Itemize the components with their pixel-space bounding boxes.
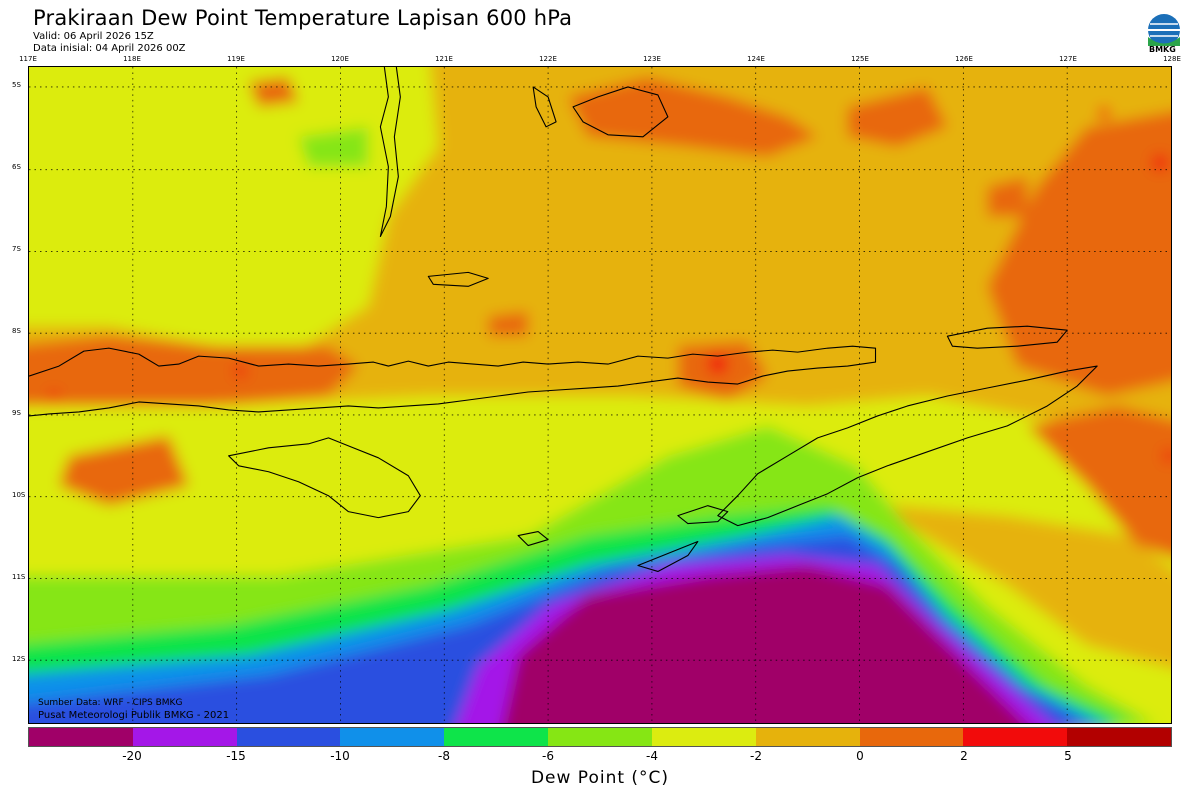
latitude-label: 9S	[12, 409, 21, 417]
latitude-label: 11S	[12, 573, 26, 581]
latitude-label: 6S	[12, 163, 21, 171]
colorbar-tick-label: -6	[542, 749, 554, 763]
colorbar	[28, 727, 1172, 747]
longitude-label: 118E	[123, 55, 141, 63]
longitude-label: 126E	[955, 55, 973, 63]
colorbar-segment	[548, 728, 652, 746]
bmkg-logo-icon	[1148, 14, 1180, 46]
colorbar-segment	[444, 728, 549, 746]
colorbar-segment	[755, 728, 860, 746]
colorbar-tick-label: -4	[646, 749, 658, 763]
colorbar-tick-label: -2	[750, 749, 762, 763]
colorbar-tick-label: 2	[960, 749, 968, 763]
colorbar-segment	[651, 728, 756, 746]
colorbar-tick-label: -8	[438, 749, 450, 763]
longitude-label: 121E	[435, 55, 453, 63]
longitude-label: 123E	[643, 55, 661, 63]
latitude-label: 10S	[12, 491, 26, 499]
longitude-label: 127E	[1059, 55, 1077, 63]
latitude-label: 12S	[12, 655, 26, 663]
colorbar-tick-label: -20	[122, 749, 142, 763]
longitude-label: 125E	[851, 55, 869, 63]
longitude-label: 124E	[747, 55, 765, 63]
longitude-label: 122E	[539, 55, 557, 63]
colorbar-segment	[29, 728, 133, 746]
colorbar-tick-label: 5	[1064, 749, 1072, 763]
colorbar-segment	[340, 728, 445, 746]
colorbar-tick-label: -15	[226, 749, 246, 763]
latitude-label: 8S	[12, 327, 21, 335]
map-title: Prakiraan Dew Point Temperature Lapisan …	[33, 6, 573, 30]
colorbar-tick-label: 0	[856, 749, 864, 763]
colorbar-tick-label: -10	[330, 749, 350, 763]
colorbar-segment	[132, 728, 237, 746]
latitude-label: 7S	[12, 245, 21, 253]
latitude-label: 5S	[12, 81, 21, 89]
init-time: Data inisial: 04 April 2026 00Z	[33, 43, 186, 54]
logo-text: BMKG	[1149, 45, 1176, 54]
colorbar-segment	[1067, 728, 1171, 746]
colorbar-title: Dew Point (°C)	[530, 768, 670, 788]
longitude-label: 117E	[19, 55, 37, 63]
dew-point-map	[28, 66, 1172, 724]
colorbar-segment	[963, 728, 1068, 746]
valid-time: Valid: 06 April 2026 15Z	[33, 31, 154, 42]
organization-credit: Pusat Meteorologi Publik BMKG - 2021	[38, 710, 230, 721]
colorbar-segment	[236, 728, 341, 746]
longitude-label: 120E	[331, 55, 349, 63]
longitude-label: 119E	[227, 55, 245, 63]
longitude-label: 128E	[1163, 55, 1181, 63]
data-source: Sumber Data: WRF - CIPS BMKG	[38, 698, 183, 708]
colorbar-segment	[859, 728, 964, 746]
